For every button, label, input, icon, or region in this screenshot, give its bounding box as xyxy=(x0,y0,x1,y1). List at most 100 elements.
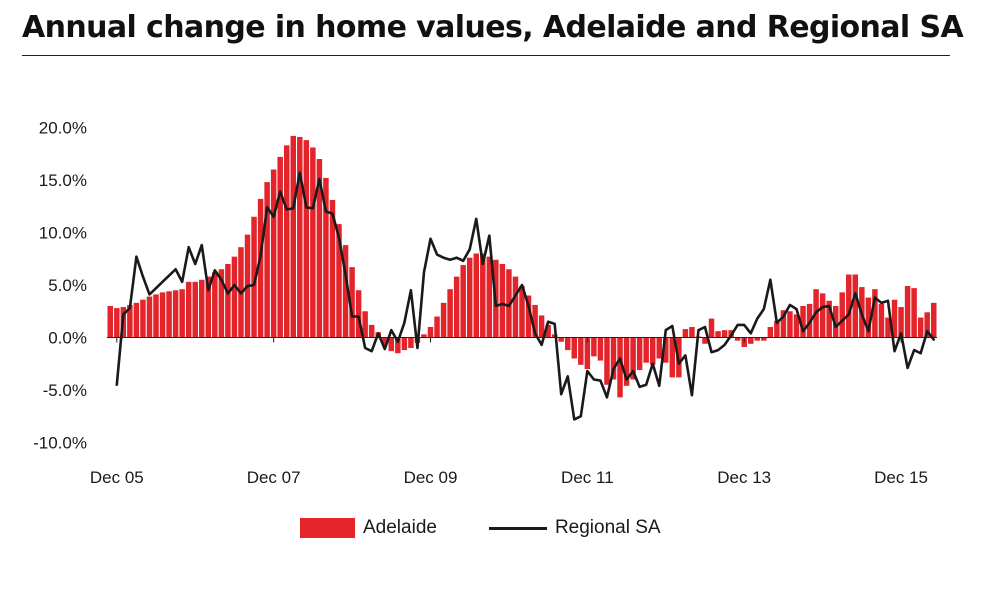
adelaide-bar xyxy=(172,290,179,338)
adelaide-bar xyxy=(447,289,453,338)
adelaide-bar xyxy=(721,330,728,338)
adelaide-bar xyxy=(708,318,715,338)
adelaide-bar xyxy=(623,337,630,386)
y-tick-label: 10.0% xyxy=(39,224,87,243)
adelaide-bar xyxy=(362,311,368,338)
legend-label-adelaide: Adelaide xyxy=(363,517,437,538)
adelaide-swatch xyxy=(300,518,355,538)
adelaide-bar xyxy=(669,337,676,378)
adelaide-bar xyxy=(342,245,349,338)
adelaide-bar xyxy=(355,290,362,338)
adelaide-bar xyxy=(212,272,218,338)
adelaide-bar xyxy=(565,337,571,351)
legend-item-adelaide: Adelaide xyxy=(300,517,437,539)
y-tick-label: -5.0% xyxy=(43,381,87,400)
adelaide-bar xyxy=(140,299,146,338)
adelaide-bar xyxy=(630,337,636,380)
adelaide-bar xyxy=(401,337,408,351)
adelaide-bar xyxy=(382,337,388,346)
adelaide-bar xyxy=(904,286,911,338)
x-tick-label: Dec 11 xyxy=(561,468,614,487)
regional-line xyxy=(115,171,936,421)
adelaide-bar xyxy=(114,308,120,338)
adelaide-bar xyxy=(578,337,584,365)
adelaide-bar xyxy=(440,302,447,338)
adelaide-bar xyxy=(153,294,159,338)
adelaide-bar xyxy=(617,337,623,398)
adelaide-bar xyxy=(649,337,656,365)
adelaide-bar xyxy=(388,337,395,352)
adelaide-bar xyxy=(270,169,277,338)
adelaide-bar xyxy=(911,288,917,338)
adelaide-bar xyxy=(506,269,512,338)
adelaide-bar xyxy=(264,182,270,338)
y-tick-label: 15.0% xyxy=(39,171,87,190)
y-tick-label: -10.0% xyxy=(33,434,87,453)
adelaide-bar xyxy=(597,337,604,361)
adelaide-bar xyxy=(787,311,793,338)
adelaide-bar xyxy=(466,257,473,338)
adelaide-bar xyxy=(205,276,212,338)
adelaide-bar xyxy=(917,317,924,338)
adelaide-bar xyxy=(310,147,316,338)
adelaide-bar xyxy=(663,337,669,363)
adelaide-bar xyxy=(316,159,323,338)
adelaide-bars xyxy=(107,135,937,398)
adelaide-bar xyxy=(336,224,342,338)
adelaide-bar xyxy=(532,304,538,338)
adelaide-bar xyxy=(453,276,460,338)
adelaide-bar xyxy=(199,279,205,338)
adelaide-bar xyxy=(290,135,296,338)
adelaide-bar xyxy=(682,329,689,338)
adelaide-bar xyxy=(604,337,610,385)
chart-title: Annual change in home values, Adelaide a… xyxy=(22,10,964,45)
adelaide-bar xyxy=(891,299,898,338)
adelaide-bar xyxy=(349,267,355,338)
adelaide-bar xyxy=(930,302,937,338)
legend: Adelaide Regional SA xyxy=(300,515,713,541)
x-axis-labels: Dec 05 Dec 07 Dec 09 Dec 11 Dec 13 Dec 15 xyxy=(90,468,928,487)
adelaide-bar xyxy=(323,177,329,338)
adelaide-bar xyxy=(277,156,283,338)
adelaide-bar xyxy=(767,327,774,338)
adelaide-bar xyxy=(395,337,401,354)
adelaide-bar xyxy=(421,334,427,338)
adelaide-bar xyxy=(127,304,133,338)
adelaide-bar xyxy=(571,337,578,359)
adelaide-bar xyxy=(748,337,754,344)
adelaide-bar xyxy=(774,320,780,338)
adelaide-bar xyxy=(852,274,859,338)
adelaide-bar xyxy=(591,337,597,357)
adelaide-bar xyxy=(146,296,153,338)
adelaide-bar xyxy=(793,314,800,338)
adelaide-bar xyxy=(159,292,166,338)
adelaide-bar xyxy=(480,253,486,338)
adelaide-bar xyxy=(179,289,185,338)
y-tick-label: 20.0% xyxy=(39,119,87,138)
adelaide-bar xyxy=(584,337,591,369)
adelaide-bar xyxy=(538,315,545,338)
adelaide-bar xyxy=(558,337,564,342)
adelaide-bar xyxy=(610,337,617,380)
title-divider xyxy=(22,55,950,56)
adelaide-bar xyxy=(460,265,466,338)
adelaide-bar xyxy=(872,289,878,338)
x-tick-label: Dec 15 xyxy=(874,468,928,487)
adelaide-bar xyxy=(434,316,440,338)
adelaide-bar xyxy=(839,292,845,338)
adelaide-bar xyxy=(832,306,839,338)
y-axis-labels: 20.0% 15.0% 10.0% 5.0% 0.0% -5.0% -10.0% xyxy=(33,119,87,453)
adelaide-bar xyxy=(486,256,493,338)
adelaide-bar xyxy=(166,291,172,338)
adelaide-bar xyxy=(329,199,336,338)
adelaide-bar xyxy=(225,264,231,338)
adelaide-bar xyxy=(297,136,303,338)
adelaide-bar xyxy=(133,302,140,338)
adelaide-bar xyxy=(826,300,832,338)
adelaide-bar xyxy=(643,337,649,363)
legend-item-regional: Regional SA xyxy=(488,517,661,539)
adelaide-bar xyxy=(499,264,506,338)
legend-label-regional: Regional SA xyxy=(554,517,661,538)
adelaide-bar xyxy=(924,312,930,338)
